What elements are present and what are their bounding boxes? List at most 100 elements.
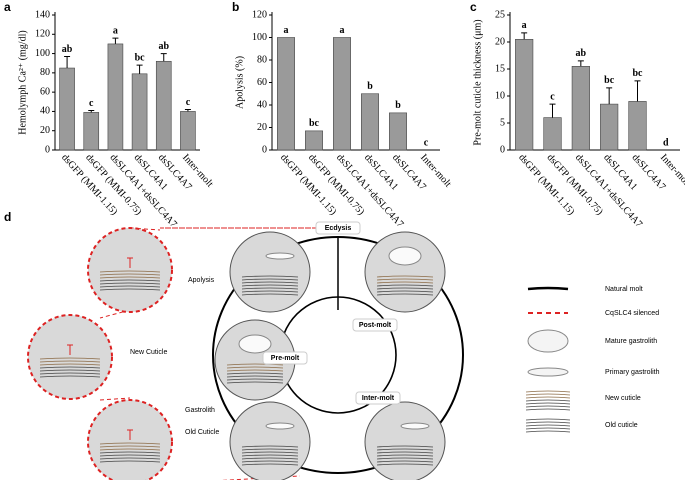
cycle-outer [212, 236, 464, 474]
cuticle-layer [99, 270, 161, 273]
cuticle-layer [525, 402, 571, 405]
panel-label: b [232, 0, 239, 14]
gastrolith [400, 422, 430, 430]
y-tick-label: 40 [257, 99, 267, 110]
significance-letter: c [550, 91, 555, 102]
old-layer [525, 421, 571, 424]
legend-label: New cuticle [605, 395, 641, 402]
cuticle-layer [376, 275, 434, 278]
error-bar [549, 103, 556, 118]
bar [83, 112, 100, 151]
y-tick-label: 20 [495, 36, 505, 47]
y-tick-label: 0 [45, 144, 50, 155]
significance-letter: b [395, 100, 401, 111]
silenced-link [99, 227, 335, 480]
red-marker [67, 344, 73, 355]
bar [333, 37, 351, 151]
cuticle-layer [525, 390, 571, 393]
callout: New Cuticle [130, 349, 167, 356]
significance-letter: c [424, 137, 429, 148]
y-tick-label: 25 [495, 9, 505, 20]
cuticle-layer [39, 372, 101, 375]
error-bar [160, 53, 167, 62]
cuticle-layer [376, 463, 434, 466]
cuticle-layer [241, 278, 299, 281]
stage-box [262, 351, 308, 365]
bar [628, 101, 647, 151]
y-tick-label: 60 [40, 86, 50, 97]
stage-label: Ecdysis [325, 225, 352, 232]
bar [277, 37, 295, 151]
cuticle-layer [226, 378, 284, 381]
panel-label: a [4, 0, 11, 14]
cuticle-layer [99, 454, 161, 457]
cuticle-layer [376, 290, 434, 293]
error-bar [136, 64, 143, 74]
error-bar [606, 87, 613, 105]
cuticle-layer [241, 454, 299, 457]
y-tick-label: 20 [40, 125, 50, 136]
stage-circle [364, 231, 446, 313]
silenced-stage [87, 227, 173, 313]
significance-letter: bc [633, 68, 644, 79]
cuticle-layer [39, 369, 101, 372]
cuticle-layer [376, 287, 434, 290]
legend-natural [527, 286, 569, 291]
diagram: d Ecdysis Post-molt Pre-molt Inter-molt Apol… [4, 210, 660, 480]
cuticle-layer [241, 451, 299, 454]
cuticle-layer [39, 357, 101, 360]
significance-letter: c [186, 97, 191, 108]
y-tick-label: 5 [500, 117, 505, 128]
bar [515, 38, 534, 151]
significance-letter: a [284, 25, 289, 36]
y-axis-label: Hemolymph Ca²⁺ (mg/dl) [17, 30, 28, 134]
stage-circle [229, 401, 311, 480]
bar [600, 103, 619, 151]
legend-primary [527, 367, 569, 377]
y-tick-label: 140 [35, 9, 50, 20]
bar [389, 112, 407, 151]
cuticle-layer [99, 285, 161, 288]
stage-circle [364, 401, 446, 480]
error-bar [634, 80, 641, 102]
bar [571, 66, 590, 151]
bar [107, 43, 124, 151]
cuticle-layer [376, 457, 434, 460]
cuticle-layer [99, 448, 161, 451]
cuticle-layer [99, 451, 161, 454]
cuticle-layer [241, 293, 299, 296]
panel-label: d [4, 210, 11, 224]
cuticle-layer [376, 284, 434, 287]
cuticle-layer [226, 381, 284, 384]
cuticle-layer [376, 293, 434, 296]
error-bar [184, 109, 191, 112]
bar [155, 60, 172, 151]
y-axis-label: Pre-molt cuticle thickness (μm) [472, 19, 483, 145]
old-layer [525, 418, 571, 421]
significance-letter: bc [309, 118, 320, 129]
cuticle-layer [241, 463, 299, 466]
callout: Apolysis [188, 277, 215, 284]
old-layer [525, 430, 571, 433]
cuticle-layer [226, 363, 284, 366]
cuticle-layer [99, 279, 161, 282]
cuticle-layer [241, 275, 299, 278]
bar [361, 93, 379, 151]
y-tick-label: 10 [495, 90, 505, 101]
significance-letter: a [113, 25, 118, 36]
gastrolith [265, 252, 295, 260]
callout: Gastrolith [185, 407, 215, 414]
legend-label: Mature gastrolith [605, 338, 657, 345]
stage-label: Post-molt [359, 322, 392, 329]
legend-mature [527, 329, 569, 353]
y-tick-label: 0 [500, 144, 505, 155]
cuticle-layer [39, 375, 101, 378]
cuticle-layer [241, 448, 299, 451]
bar [305, 130, 323, 151]
cuticle-layer [376, 448, 434, 451]
cuticle-layer [99, 273, 161, 276]
legend-label: Primary gastrolith [605, 369, 660, 376]
cuticle-layer [39, 363, 101, 366]
cuticle-layer [525, 405, 571, 408]
